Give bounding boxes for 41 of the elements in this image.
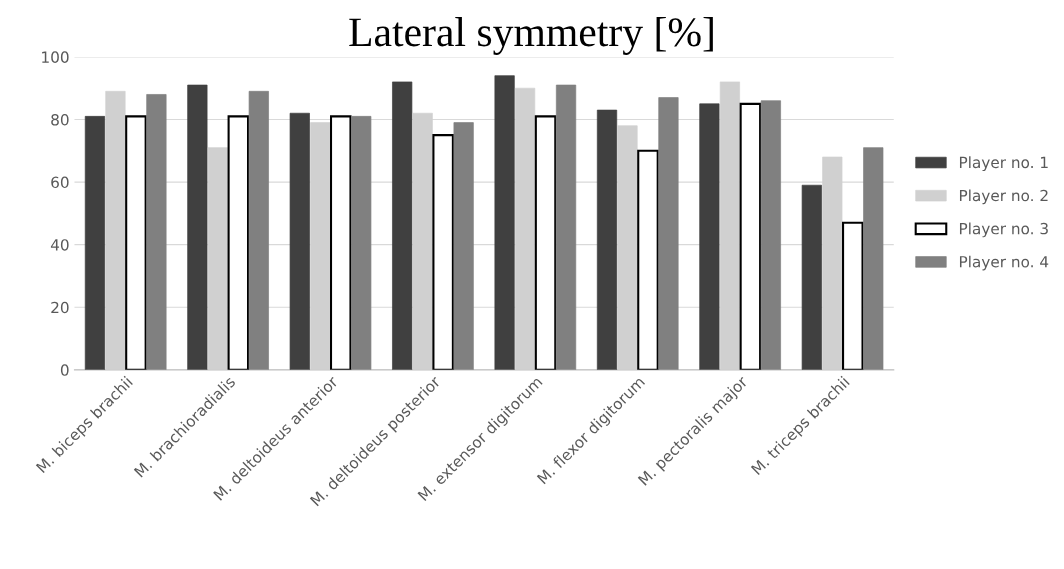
bar — [207, 147, 228, 370]
bar — [617, 125, 638, 370]
bar — [596, 109, 618, 370]
y-tick-label: 20 — [51, 301, 69, 314]
bar — [863, 147, 884, 370]
bar — [760, 100, 781, 370]
y-tick-label: 80 — [51, 113, 69, 126]
chart-title: Lateral symmetry [%] — [349, 17, 713, 55]
bar — [187, 84, 208, 370]
bar — [125, 115, 147, 370]
bar — [453, 122, 474, 370]
legend-label: Player no. 2 — [959, 189, 1048, 205]
bar — [146, 94, 167, 370]
bar — [515, 87, 536, 370]
bar — [555, 84, 577, 370]
bar — [534, 115, 557, 370]
y-tick-label: 0 — [60, 364, 69, 376]
bar — [392, 81, 413, 370]
bar — [432, 134, 454, 370]
legend-label: Player no. 3 — [959, 222, 1048, 238]
bar — [637, 149, 659, 370]
bar — [801, 184, 822, 370]
legend-label: Player no. 1 — [959, 156, 1048, 172]
bar — [699, 103, 720, 370]
bar — [329, 115, 352, 370]
bar — [658, 97, 679, 370]
bar — [289, 112, 310, 370]
y-tick-label: 60 — [51, 176, 69, 189]
bar — [842, 221, 864, 370]
bar — [227, 115, 250, 370]
bar — [351, 116, 372, 370]
bar — [84, 116, 106, 370]
bar — [494, 75, 515, 370]
bar — [105, 90, 126, 370]
bar — [739, 102, 762, 370]
y-tick-label: 100 — [42, 51, 69, 63]
bar — [310, 122, 331, 370]
bar — [248, 90, 269, 370]
y-tick-label: 40 — [50, 239, 69, 251]
bar — [719, 81, 740, 370]
legend-label: Player no. 4 — [959, 255, 1049, 271]
